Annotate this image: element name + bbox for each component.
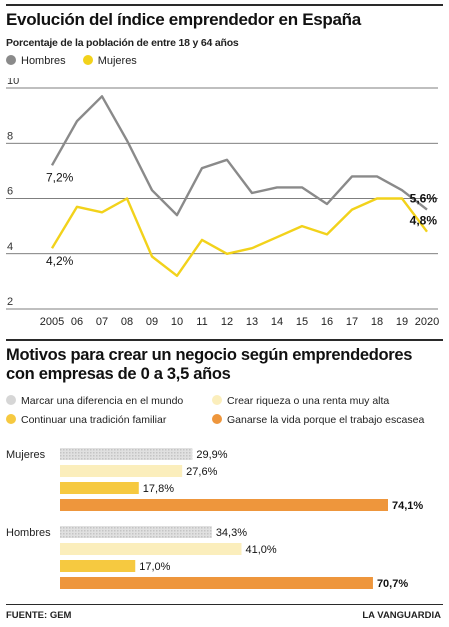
bar-hombres-4 [60, 577, 373, 589]
bar-value-label: 70,7% [377, 578, 408, 590]
legend-label-hombres: Hombres [21, 55, 66, 67]
bar-value-label: 17,0% [139, 561, 170, 573]
series-line-mujeres [50, 197, 428, 278]
bar-legend-swatch-tradicion [6, 414, 16, 424]
bar-legend-swatch-diferencia [6, 395, 16, 405]
bar-value-label: 34,3% [216, 527, 247, 539]
brand-logo: LA VANGUARDIA [362, 610, 441, 621]
x-tick-label: 13 [246, 316, 258, 328]
legend-item-hombres: Hombres [6, 55, 66, 67]
y-tick-label: 8 [7, 130, 13, 142]
x-tick-label: 18 [371, 316, 383, 328]
line-chart: 2 4 6 8 10 2005 06 07 08 09 10 11 12 13 14 15 16 17 18 19 20… [6, 78, 439, 328]
x-tick-label: 2020 [415, 316, 439, 328]
bar-hombres-2 [60, 543, 242, 555]
x-tick-label: 2005 [40, 316, 64, 328]
bar-legend-swatch-riqueza [212, 395, 222, 405]
bar-legend-item-ganarse: Ganarse la vida porque el trabajo escase… [212, 414, 424, 426]
bar-hombres-1 [60, 526, 212, 538]
x-tick-label: 15 [296, 316, 308, 328]
legend-item-mujeres: Mujeres [82, 55, 137, 67]
bar-legend-swatch-ganarse [212, 414, 222, 424]
source-label: FUENTE: [6, 610, 48, 621]
group-label-hombres: Hombres [6, 527, 51, 539]
data-label-mujeres-2020: 4,8% [410, 214, 438, 228]
bar-mujeres-4 [60, 499, 388, 511]
bar-mujeres-1 [60, 448, 193, 460]
x-tick-label: 12 [221, 316, 233, 328]
group-label-mujeres: Mujeres [6, 449, 46, 461]
x-tick-label: 17 [346, 316, 358, 328]
bar-value-label: 29,9% [196, 449, 227, 461]
bar-chart: Mujeres 29,9% 27,6% 17,8% 74,1% Hombres 34,3% 4… [6, 448, 423, 590]
x-tick-label: 16 [321, 316, 333, 328]
x-tick-label: 19 [396, 316, 408, 328]
bar-legend-label-tradicion: Continuar una tradición familiar [21, 414, 167, 426]
line-legend: Hombres Mujeres [6, 55, 151, 67]
data-label-hombres-2005: 7,2% [46, 170, 74, 184]
data-label-mujeres-2005: 4,2% [46, 254, 74, 268]
bar-value-label: 74,1% [392, 500, 423, 512]
bar-mujeres-2 [60, 465, 183, 477]
bar-value-label: 41,0% [245, 544, 276, 556]
bar-value-label: 17,8% [143, 483, 174, 495]
bar-chart-title: Motivos para crear un negocio según empr… [6, 346, 413, 383]
bar-legend-label-ganarse: Ganarse la vida porque el trabajo escase… [227, 414, 425, 426]
bar-mujeres-3 [60, 482, 139, 494]
bar-value-label: 27,6% [186, 466, 217, 478]
x-tick-label: 06 [71, 316, 83, 328]
mid-rule [6, 339, 443, 341]
chart-title: Evolución del índice emprendedor en Espa… [6, 10, 361, 29]
legend-swatch-hombres [6, 55, 16, 65]
y-tick-label: 4 [7, 241, 13, 253]
legend-label-mujeres: Mujeres [97, 55, 137, 67]
x-tick-label: 14 [271, 316, 283, 328]
y-tick-label: 10 [7, 78, 19, 87]
source-note: FUENTE: GEM [6, 610, 71, 621]
chart-subtitle: Porcentaje de la población de entre 18 y… [6, 37, 239, 49]
footer-rule [6, 604, 443, 605]
bar-hombres-3 [60, 560, 136, 572]
x-tick-label: 08 [121, 316, 133, 328]
source-value: GEM [49, 610, 72, 621]
bar-legend-item-riqueza: Crear riqueza o una renta muy alta [212, 395, 389, 407]
x-tick-label: 09 [146, 316, 158, 328]
bar-legend-label-diferencia: Marcar una diferencia en el mundo [21, 395, 184, 407]
legend-swatch-mujeres [82, 55, 93, 65]
y-tick-label: 6 [7, 186, 13, 198]
bar-legend-label-riqueza: Crear riqueza o una renta muy alta [227, 395, 390, 407]
bar-legend-item-tradicion: Continuar una tradición familiar [6, 414, 166, 426]
x-tick-label: 07 [96, 316, 108, 328]
top-rule [6, 4, 443, 6]
x-tick-label: 11 [196, 316, 207, 328]
series-line-hombres [50, 95, 428, 217]
y-tick-label: 2 [7, 296, 13, 308]
x-tick-label: 10 [171, 316, 183, 328]
bar-legend-item-diferencia: Marcar una diferencia en el mundo [6, 395, 183, 407]
data-label-hombres-2020: 5,6% [410, 192, 438, 206]
